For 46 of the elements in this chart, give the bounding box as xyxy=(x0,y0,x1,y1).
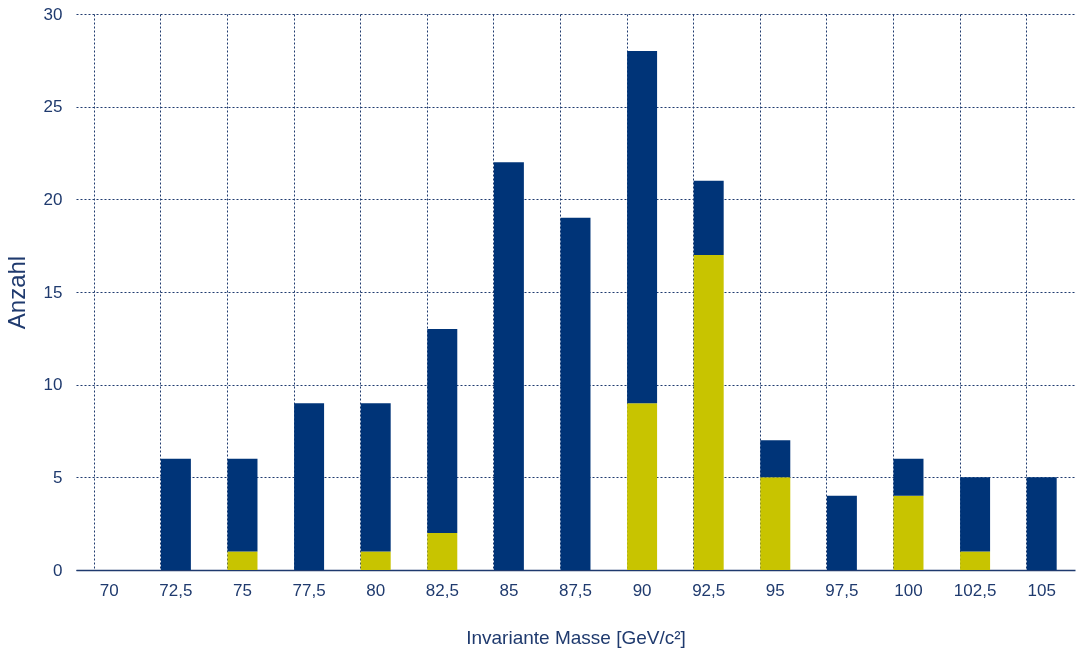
x-tick-label: 97,5 xyxy=(825,580,859,600)
bar xyxy=(893,458,924,496)
bar xyxy=(294,403,325,570)
y-tick-label: 15 xyxy=(43,282,63,302)
x-tick-label: 85 xyxy=(499,580,519,600)
x-tick-label: 105 xyxy=(1027,580,1056,600)
x-tick-label: 100 xyxy=(894,580,923,600)
y-tick-label: 20 xyxy=(43,189,63,209)
x-tick-label: 87,5 xyxy=(558,580,593,600)
bar xyxy=(693,180,724,255)
bar xyxy=(493,162,524,570)
bar xyxy=(960,551,991,570)
y-tick-label: 0 xyxy=(53,560,63,580)
bar xyxy=(360,403,391,552)
x-tick-label: 75 xyxy=(233,580,252,600)
x-tick-label: 82,5 xyxy=(425,580,459,600)
x-tick-label: 70 xyxy=(99,580,119,600)
x-tick-label: 72,5 xyxy=(159,580,193,600)
bar xyxy=(893,495,924,570)
bar xyxy=(760,440,791,478)
x-tick-label: 95 xyxy=(765,580,785,600)
bar xyxy=(693,254,724,570)
bar xyxy=(227,551,258,570)
bar xyxy=(427,532,458,570)
bar xyxy=(1026,477,1057,570)
bar xyxy=(360,551,391,570)
x-tick-label: 80 xyxy=(366,580,386,600)
bar xyxy=(427,329,458,533)
y-tick-label: 10 xyxy=(43,375,63,395)
x-tick-label: 90 xyxy=(632,580,652,600)
x-tick-label: 92,5 xyxy=(692,580,726,600)
bar xyxy=(826,495,857,570)
bar xyxy=(760,477,791,570)
x-tick-label: 77,5 xyxy=(292,580,326,600)
x-axis-title: Invariante Masse [GeV/c²] xyxy=(466,626,686,648)
bar xyxy=(560,217,591,570)
y-tick-label: 25 xyxy=(43,97,63,117)
x-tick-label: 102,5 xyxy=(953,580,997,600)
y-axis-title: Anzahl xyxy=(2,255,30,330)
bar xyxy=(627,51,658,404)
bar xyxy=(960,477,991,552)
bar xyxy=(160,458,191,570)
y-tick-label: 5 xyxy=(53,467,63,487)
bar xyxy=(227,458,258,552)
bar xyxy=(627,403,658,570)
y-tick-label: 30 xyxy=(43,4,63,24)
